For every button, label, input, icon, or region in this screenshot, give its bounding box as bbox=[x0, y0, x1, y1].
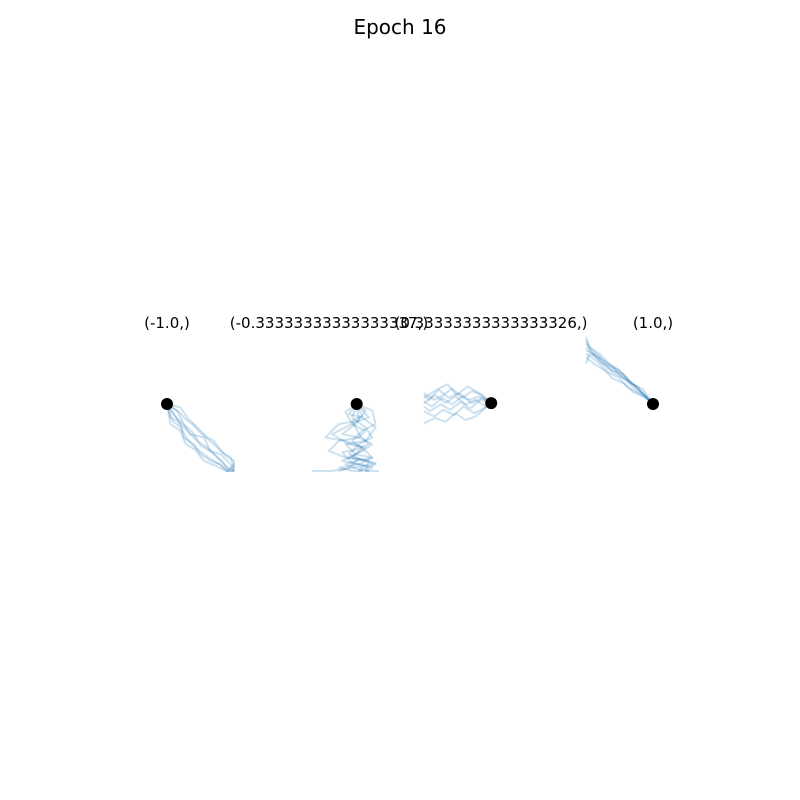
trajectory-line-1-3 bbox=[166, 403, 235, 472]
subplot-4: (1.0,) bbox=[585, 314, 673, 410]
trajectory-line-4-8 bbox=[585, 352, 654, 405]
subplot-3-title: (0.33333333333333326,) bbox=[394, 314, 587, 332]
trajectory-line-4-6 bbox=[585, 349, 654, 405]
subplot-4-title: (1.0,) bbox=[633, 314, 673, 332]
trajectory-line-2-1 bbox=[341, 403, 377, 472]
trajectory-line-1-8 bbox=[166, 403, 235, 468]
subplot-2-title: (-0.33333333333333337,) bbox=[230, 314, 428, 332]
subplot-1-plot-area bbox=[161, 398, 235, 472]
trajectory-line-2-5 bbox=[344, 403, 377, 472]
subplot-2-plot-area bbox=[312, 398, 379, 472]
trajectory-line-3-6 bbox=[423, 402, 492, 418]
trajectory-line-2-3 bbox=[324, 403, 379, 472]
trajectory-line-3-7 bbox=[423, 402, 492, 425]
trajectory-line-1-1 bbox=[166, 403, 234, 472]
trajectory-line-4-2 bbox=[585, 346, 654, 405]
start-point-marker-3 bbox=[485, 397, 498, 410]
subplot-1: (-1.0,) bbox=[144, 314, 235, 472]
trajectory-line-2-8 bbox=[312, 403, 377, 472]
trajectory-line-3-5 bbox=[423, 387, 492, 404]
subplot-3-plot-area bbox=[423, 383, 498, 425]
trajectory-line-4-1 bbox=[585, 342, 654, 405]
trajectory-line-2-7 bbox=[341, 403, 370, 472]
trajectory-line-3-3 bbox=[423, 394, 492, 408]
trajectory-line-1-7 bbox=[166, 403, 234, 472]
figure-title: Epoch 16 bbox=[353, 15, 446, 39]
trajectory-line-4-4 bbox=[585, 356, 654, 405]
start-point-marker-1 bbox=[161, 398, 173, 410]
subplot-4-plot-area bbox=[585, 336, 659, 410]
start-point-marker-4 bbox=[647, 398, 659, 410]
trajectory-line-1-5 bbox=[166, 403, 235, 471]
subplot-3: (0.33333333333333326,) bbox=[394, 314, 588, 425]
trajectory-line-3-1 bbox=[423, 395, 492, 408]
trajectory-line-4-7 bbox=[585, 352, 654, 405]
trajectory-line-2-4 bbox=[331, 403, 374, 472]
trajectory-line-1-2 bbox=[166, 403, 235, 472]
trajectory-line-3-8 bbox=[423, 383, 492, 404]
trajectory-line-1-4 bbox=[166, 403, 235, 472]
trajectory-line-3-4 bbox=[423, 398, 492, 413]
start-point-marker-2 bbox=[350, 398, 363, 410]
trajectory-line-2-2 bbox=[337, 403, 377, 472]
trajectory-line-1-6 bbox=[166, 403, 235, 471]
trajectory-line-4-5 bbox=[585, 339, 654, 405]
subplot-2: (-0.33333333333333337,) bbox=[230, 314, 428, 472]
trajectory-line-4-3 bbox=[585, 336, 654, 405]
trajectory-line-3-2 bbox=[423, 388, 492, 404]
subplot-1-title: (-1.0,) bbox=[144, 314, 190, 332]
trajectory-line-2-6 bbox=[327, 403, 367, 472]
